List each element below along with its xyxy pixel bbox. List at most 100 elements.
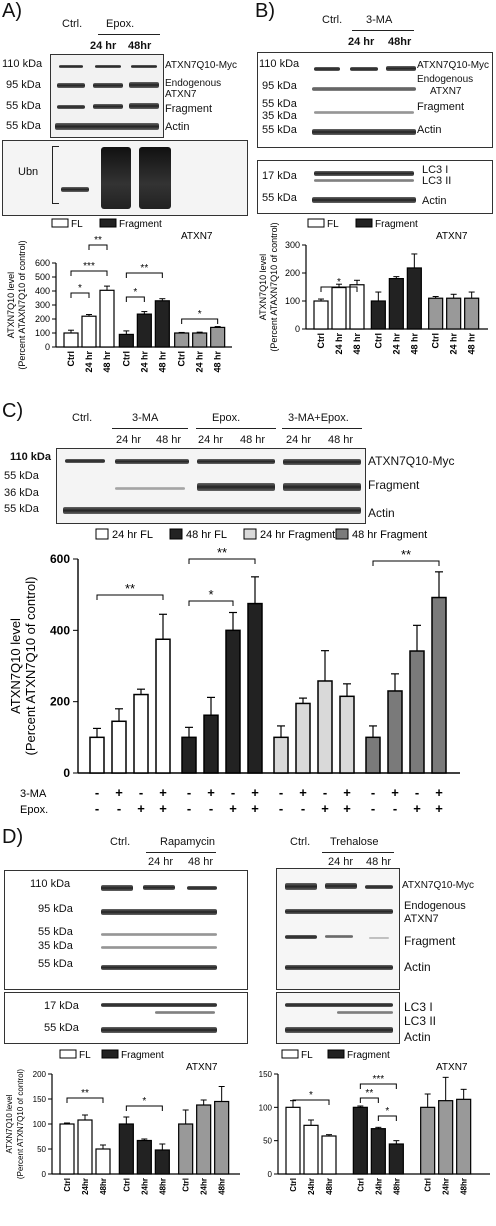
- label-a-myc: ATXN7Q10-Myc: [165, 60, 238, 71]
- marker-b-3: 55 kDa: [262, 98, 297, 110]
- label-a-endogenous: Endogenous: [165, 78, 222, 89]
- significance-bracket: [70, 270, 108, 276]
- bar: [77, 1119, 93, 1175]
- legend-label: FL: [71, 219, 83, 230]
- y-axis-label-2: (Percent ATXN7Q10 of control): [16, 1069, 25, 1179]
- x-tick-label: 24 hr: [391, 333, 401, 355]
- significance-bracket: [377, 1115, 397, 1121]
- legend-swatch: [51, 218, 69, 228]
- treatment-sign: +: [321, 801, 329, 815]
- row-label-epox: Epox.: [20, 804, 48, 815]
- significance-bracket: [320, 286, 358, 292]
- treatment-sign: +: [207, 785, 215, 800]
- bar: [295, 702, 311, 774]
- bar: [154, 1149, 170, 1175]
- y-tick-label: 0: [295, 324, 300, 334]
- label-b-lc3ii: LC3 II: [422, 175, 452, 187]
- marker-a-4: 55 kDa: [6, 120, 41, 132]
- lane-label-24hr-b: 24 hr: [348, 36, 375, 48]
- x-tick-label: 48 hr: [213, 351, 223, 373]
- label-d-endogenous: Endogenous: [404, 900, 466, 912]
- x-tick-label: 24 hr: [139, 351, 149, 373]
- bar: [210, 326, 226, 348]
- marker-b-lc3-2: 55 kDa: [262, 192, 297, 204]
- treatment-sign: +: [343, 785, 351, 800]
- bar: [133, 693, 149, 774]
- significance-star: *: [309, 1090, 313, 1101]
- bar: [154, 300, 170, 348]
- treatment-sign: -: [95, 785, 99, 800]
- bar: [273, 736, 289, 774]
- blot-a-ubn: [2, 140, 248, 216]
- y-tick-label: 200: [285, 268, 300, 278]
- significance-star: *: [208, 587, 213, 602]
- legend-label: 24 hr Fragment: [260, 529, 335, 541]
- significance-star: **: [365, 1088, 373, 1099]
- x-tick-label: Ctrl: [424, 1178, 433, 1192]
- x-tick-label: 24 hr: [84, 351, 94, 373]
- marker-c-2: 55 kDa: [4, 470, 39, 482]
- lane-label-24hr-d: 24 hr: [148, 856, 174, 868]
- y-tick-label: 100: [35, 328, 50, 338]
- legend-label: ATXN7: [181, 231, 213, 242]
- y-axis-label: ATXN7Q10 level: [258, 254, 268, 320]
- legend-label: FL: [301, 1050, 313, 1061]
- blot-b-lc3: [257, 160, 493, 214]
- label-d-lc3ii: LC3 II: [404, 1014, 437, 1028]
- chart-c: 0 200 400 600 ATXN7Q10 level (Percent ATXN7Q1…: [8, 528, 460, 815]
- marker-d-2: 95 kDa: [38, 903, 73, 915]
- significance-star: **: [125, 581, 135, 596]
- x-tick-label: 48hr: [99, 1178, 108, 1195]
- bar: [111, 720, 127, 774]
- legend-label: Fragment: [121, 1050, 164, 1061]
- significance-bracket: [292, 1099, 330, 1105]
- treatment-sign: +: [435, 801, 443, 815]
- treatment-sign: -: [393, 801, 397, 815]
- legend-label: 48 hr Fragment: [352, 529, 427, 541]
- legend-label: ATXN7: [436, 1062, 468, 1073]
- bar: [370, 1128, 386, 1175]
- significance-bracket: [125, 1105, 163, 1111]
- bar: [352, 1106, 368, 1175]
- bar: [428, 297, 444, 330]
- y-tick-label: 600: [35, 258, 50, 268]
- bar: [331, 286, 347, 330]
- treatment-sign: -: [323, 785, 327, 800]
- significance-bracket: [188, 558, 256, 564]
- legend-label: Fragment: [347, 1050, 390, 1061]
- blot-d-right-lc3: [276, 992, 400, 1044]
- treatment-sign: +: [391, 785, 399, 800]
- lane-label-ctrl-c: Ctrl.: [72, 412, 93, 424]
- blot-c: [56, 448, 366, 524]
- bar: [438, 1100, 454, 1175]
- significance-star: **: [401, 547, 411, 562]
- treatment-sign: +: [435, 785, 443, 800]
- group-line-c3: [282, 428, 362, 429]
- lane-label-48hr-d: 48 hr: [188, 856, 214, 868]
- marker-d-lc3-1: 17 kDa: [44, 1000, 79, 1012]
- marker-d-4: 35 kDa: [38, 940, 73, 952]
- treatment-sign: +: [159, 801, 167, 815]
- label-a-actin: Actin: [165, 121, 190, 133]
- legend-label: Fragment: [119, 219, 162, 230]
- label-b-myc: ATXN7Q10-Myc: [417, 60, 490, 71]
- x-tick-label: 24 hr: [449, 333, 459, 355]
- significance-star: *: [385, 1106, 389, 1117]
- legend-label: FL: [79, 1050, 91, 1061]
- group-line-d1: [146, 852, 216, 853]
- bar: [303, 1124, 319, 1175]
- significance-bracket: [125, 272, 163, 278]
- lane-c-24-1: 24 hr: [116, 434, 142, 446]
- marker-c-4: 55 kDa: [4, 503, 39, 515]
- significance-bracket: [125, 296, 145, 302]
- label-b-endogenous: Endogenous: [417, 74, 474, 85]
- legend-label: 24 hr FL: [112, 529, 153, 541]
- group-label-trehalose: Trehalose: [330, 836, 379, 848]
- treatment-sign: +: [137, 801, 145, 815]
- x-tick-label: 24hr: [442, 1178, 451, 1195]
- significance-star: **: [81, 1088, 89, 1099]
- y-tick-label: 50: [263, 1137, 272, 1146]
- bar: [317, 680, 333, 774]
- group-label-epox: Epox.: [106, 18, 135, 30]
- group-line-b: [352, 30, 414, 31]
